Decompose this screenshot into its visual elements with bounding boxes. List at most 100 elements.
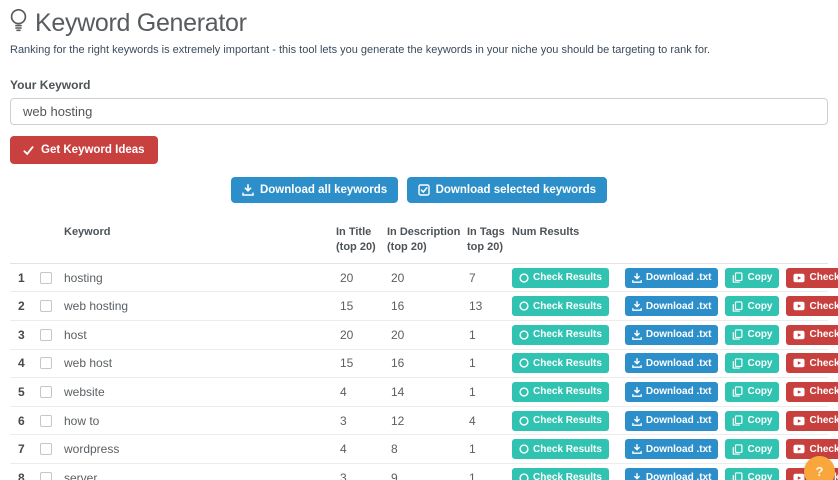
keyword-input-label: Your Keyword <box>10 78 91 92</box>
download-toolbar: Download all keywords Download selected … <box>10 177 828 203</box>
download-icon <box>632 444 642 454</box>
row-checkbox[interactable] <box>40 385 52 398</box>
header-keyword: Keyword <box>64 226 111 238</box>
keyword-cell: how to <box>64 413 100 428</box>
copy-button[interactable]: Copy <box>725 353 780 374</box>
in-tags-cell: 1 <box>469 356 476 371</box>
check-results-button[interactable]: Check Results <box>512 439 609 460</box>
check-youtube-button[interactable]: Check Youtube <box>786 353 838 374</box>
in-tags-cell: 4 <box>469 413 476 428</box>
check-youtube-button[interactable]: Check Youtube <box>786 410 838 431</box>
copy-button[interactable]: Copy <box>725 467 780 480</box>
table-row: 3 host 20 20 1 Check Results D <box>10 321 838 350</box>
download-selected-keywords-button[interactable]: Download selected keywords <box>406 177 608 203</box>
table-row: 8 server 3 9 1 Check Results D <box>10 464 838 480</box>
page-title: Keyword Generator <box>35 8 247 37</box>
check-results-button[interactable]: Check Results <box>512 267 609 288</box>
copy-icon <box>732 472 743 480</box>
row-actions: Check Results Download .txt <box>512 410 838 431</box>
table-row: 6 how to 3 12 4 Check Results <box>10 407 838 436</box>
youtube-icon <box>793 473 805 480</box>
circle-icon <box>519 272 529 283</box>
download-txt-button[interactable]: Download .txt <box>624 296 719 317</box>
check-youtube-button[interactable]: Check Youtube <box>786 267 838 288</box>
download-icon <box>632 472 642 480</box>
row-checkbox[interactable] <box>40 471 52 480</box>
row-checkbox[interactable] <box>40 414 52 427</box>
header-in-description: In Description (top 20) <box>387 226 461 254</box>
in-title-cell: 20 <box>340 270 354 285</box>
keywords-table: Keyword In Title (top 20) In Description… <box>10 225 838 480</box>
download-icon <box>242 184 254 196</box>
row-number: 2 <box>18 299 25 314</box>
check-youtube-button[interactable]: Check Youtube <box>786 296 838 317</box>
download-icon <box>632 329 642 340</box>
circle-icon <box>519 387 529 397</box>
copy-button[interactable]: Copy <box>725 381 780 402</box>
download-txt-button[interactable]: Download .txt <box>624 439 719 460</box>
circle-icon <box>519 473 529 480</box>
get-keyword-ideas-button[interactable]: Get Keyword Ideas <box>10 136 158 164</box>
in-title-cell: 3 <box>340 413 347 428</box>
title-row: Keyword Generator <box>10 6 828 40</box>
check-youtube-button[interactable]: Check Youtube <box>786 324 838 345</box>
copy-button[interactable]: Copy <box>725 296 780 317</box>
download-selected-label: Download selected keywords <box>435 184 597 196</box>
page-header: Keyword Generator Ranking for the right … <box>10 0 828 57</box>
youtube-icon <box>793 301 805 311</box>
download-icon <box>632 272 642 283</box>
check-results-button[interactable]: Check Results <box>512 296 609 317</box>
copy-button[interactable]: Copy <box>725 267 780 288</box>
check-results-button[interactable]: Check Results <box>512 324 609 345</box>
download-icon <box>632 386 642 397</box>
download-txt-button[interactable]: Download .txt <box>624 410 719 431</box>
youtube-icon <box>793 358 805 368</box>
check-youtube-button[interactable]: Check Youtube <box>786 381 838 402</box>
check-results-button[interactable]: Check Results <box>512 410 609 431</box>
download-txt-button[interactable]: Download .txt <box>624 381 719 402</box>
download-icon <box>632 415 642 426</box>
row-checkbox[interactable] <box>40 357 52 370</box>
in-description-cell: 20 <box>391 327 405 342</box>
copy-button[interactable]: Copy <box>725 410 780 431</box>
download-txt-button[interactable]: Download .txt <box>624 324 719 345</box>
row-number: 3 <box>18 327 25 342</box>
download-txt-button[interactable]: Download .txt <box>624 267 719 288</box>
in-description-cell: 14 <box>391 384 405 399</box>
youtube-icon <box>793 416 805 426</box>
download-txt-button[interactable]: Download .txt <box>624 353 719 374</box>
download-icon <box>632 301 642 312</box>
row-checkbox[interactable] <box>40 271 52 284</box>
keyword-input[interactable] <box>10 98 828 125</box>
table-body: 1 hosting 20 20 7 Check Results <box>10 264 838 480</box>
copy-button[interactable]: Copy <box>725 324 780 345</box>
keyword-cell: web host <box>64 356 113 371</box>
in-description-cell: 8 <box>391 442 398 457</box>
in-description-cell: 16 <box>391 299 405 314</box>
help-button[interactable]: ? <box>804 456 835 480</box>
page-subtitle: Ranking for the right keywords is extrem… <box>10 44 711 56</box>
row-actions: Check Results Download .txt <box>512 381 838 402</box>
table-row: 5 website 4 14 1 Check Results <box>10 378 838 407</box>
table-row: 1 hosting 20 20 7 Check Results <box>10 264 838 293</box>
copy-icon <box>732 415 743 426</box>
row-checkbox[interactable] <box>40 328 52 341</box>
copy-button[interactable]: Copy <box>725 439 780 460</box>
row-checkbox[interactable] <box>40 443 52 456</box>
header-in-tags: In Tags top 20) <box>467 226 505 254</box>
copy-icon <box>732 443 743 455</box>
check-results-button[interactable]: Check Results <box>512 381 609 402</box>
check-results-button[interactable]: Check Results <box>512 353 609 374</box>
circle-icon <box>519 415 529 426</box>
check-youtube-button[interactable]: Check Youtube <box>786 439 838 460</box>
in-description-cell: 20 <box>391 270 405 285</box>
in-title-cell: 20 <box>340 327 354 342</box>
row-checkbox[interactable] <box>40 300 52 313</box>
check-results-button[interactable]: Check Results <box>512 467 609 480</box>
header-num-results: Num Results <box>512 226 580 238</box>
download-txt-button[interactable]: Download .txt <box>624 467 719 480</box>
table-row: 4 web host 15 16 1 Check Results <box>10 350 838 379</box>
download-all-keywords-button[interactable]: Download all keywords <box>230 177 399 203</box>
keyword-cell: host <box>64 327 87 342</box>
